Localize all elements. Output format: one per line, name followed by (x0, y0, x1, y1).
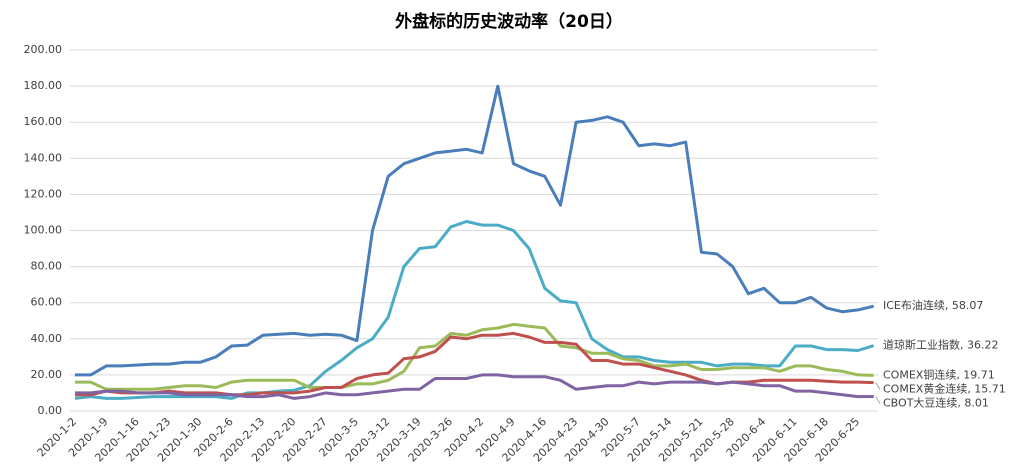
y-tick-label: 120.00 (24, 187, 63, 200)
y-tick-label: 80.00 (31, 260, 63, 273)
end-label: COMEX黄金连续, 15.71 (883, 381, 1006, 395)
y-tick-label: 200.00 (24, 43, 63, 56)
series-line (74, 220, 875, 400)
y-tick-label: 100.00 (24, 224, 63, 237)
label-leader (875, 396, 881, 404)
end-label: CBOT大豆连续, 8.01 (883, 395, 989, 409)
series-line (75, 373, 874, 400)
end-label: COMEX铜连续, 19.71 (883, 367, 995, 381)
y-tick-label: 40.00 (31, 332, 63, 345)
end-label: 道琼斯工业指数, 36.22 (883, 338, 998, 352)
end-label: ICE布油连续, 58.07 (883, 298, 983, 312)
y-tick-label: 60.00 (31, 296, 63, 309)
y-tick-label: 20.00 (31, 368, 63, 381)
label-leader (875, 382, 881, 390)
y-tick-label: 140.00 (24, 151, 63, 164)
y-tick-label: 160.00 (24, 115, 63, 128)
y-tick-label: 180.00 (24, 79, 63, 92)
series-line (75, 322, 874, 391)
series-line (75, 84, 875, 377)
y-tick-label: 0.00 (38, 404, 63, 417)
chart-title: 外盘标的历史波动率（20日） (395, 11, 623, 32)
